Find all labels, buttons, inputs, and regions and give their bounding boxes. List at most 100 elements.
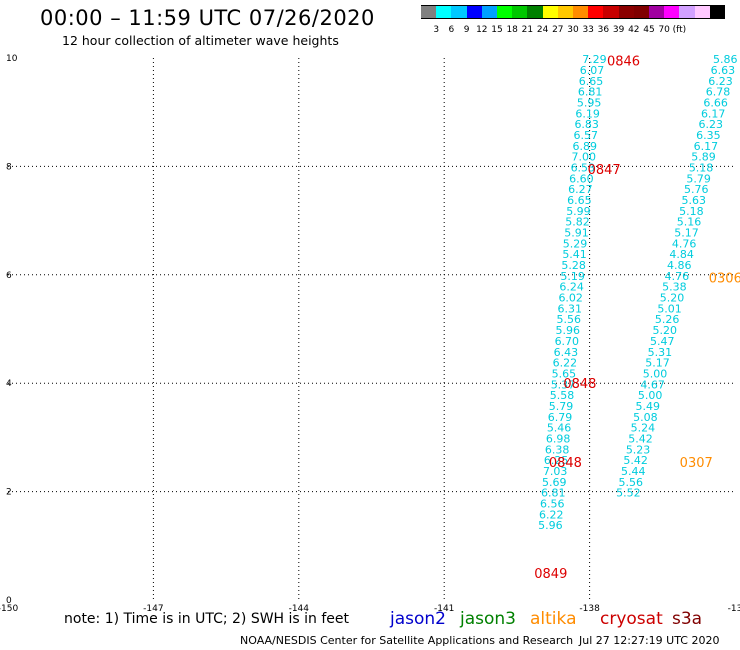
color-scale-label: 42 — [628, 25, 640, 35]
wave-height-value: 6.70 — [555, 335, 580, 348]
y-tick-label: 2 — [6, 488, 12, 498]
wave-height-value: 4.76 — [665, 270, 690, 283]
y-tick-label: 4 — [6, 379, 12, 389]
wave-height-value: 5.00 — [643, 367, 668, 380]
wave-height-value: 6.81 — [578, 86, 603, 99]
color-swatch — [603, 5, 619, 19]
color-scale-label: 39 — [612, 25, 625, 35]
color-swatch — [451, 5, 467, 19]
color-scale-label: 33 — [582, 25, 594, 35]
footer-note: note: 1) Time is in UTC; 2) SWH is in fe… — [64, 611, 350, 627]
wave-height-value: 5.42 — [623, 454, 648, 467]
chart-title: 00:00 – 11:59 UTC 07/26/2020 — [40, 6, 375, 30]
wave-height-value: 5.79 — [686, 172, 711, 185]
wave-height-value: 5.23 — [626, 443, 651, 456]
x-tick-label: -150 — [0, 604, 18, 614]
x-tick-label: -144 — [289, 604, 310, 614]
color-scale-label: 15 — [491, 25, 503, 35]
wave-height-value: 6.56 — [540, 498, 565, 511]
wave-height-value: 5.17 — [645, 357, 670, 370]
wave-height-value: 5.47 — [650, 335, 675, 348]
wave-height-value: 5.42 — [628, 432, 653, 445]
wave-height-value: 5.08 — [633, 411, 658, 424]
credit-text: NOAA/NESDIS Center for Satellite Applica… — [240, 634, 574, 647]
satellite-label-jason2: jason2 — [390, 609, 446, 629]
wave-height-value: 6.35 — [696, 129, 721, 142]
wave-height-value: 6.23 — [699, 118, 724, 131]
wave-height-value: 5.29 — [563, 237, 588, 250]
wave-height-value: 5.44 — [621, 465, 646, 478]
wave-height-value: 5.69 — [542, 476, 567, 489]
wave-height-value: 5.24 — [631, 422, 656, 435]
chart-subtitle: 12 hour collection of altimeter wave hei… — [62, 33, 339, 48]
x-tick-label: -147 — [143, 604, 163, 614]
wave-height-value: 5.20 — [652, 324, 677, 337]
color-swatch — [421, 5, 437, 19]
color-swatch — [588, 5, 604, 19]
wave-height-value: 5.00 — [638, 389, 663, 402]
color-swatch — [679, 5, 695, 19]
wave-height-value: 6.57 — [573, 129, 598, 142]
wave-height-value: 5.56 — [557, 313, 582, 326]
pass-time-label: 0849 — [534, 567, 567, 582]
wave-height-value: 6.65 — [567, 194, 592, 207]
color-swatch — [527, 5, 543, 19]
wave-height-value: 5.63 — [682, 194, 707, 207]
wave-height-value: 6.24 — [559, 281, 584, 294]
wave-height-value: 6.81 — [541, 487, 566, 500]
y-tick-label: 6 — [6, 271, 12, 281]
color-swatch — [618, 5, 634, 19]
color-scale-label: 9 — [463, 25, 470, 35]
wave-height-value: 5.99 — [566, 205, 591, 218]
wave-height-value: 6.19 — [575, 107, 600, 120]
wave-height-value: 5.65 — [552, 367, 577, 380]
pass-time-label: 0307 — [680, 456, 713, 471]
wave-height-value: 6.25 — [544, 454, 569, 467]
wave-height-value: 6.79 — [548, 411, 573, 424]
color-swatch — [557, 5, 573, 19]
wave-height-value: 6.22 — [539, 508, 564, 521]
wave-height-value: 5.91 — [564, 227, 589, 240]
wave-height-value: 5.38 — [662, 281, 687, 294]
pass-time-label: 0848 — [563, 377, 596, 392]
color-swatch — [664, 5, 680, 19]
wave-height-value: 6.38 — [545, 443, 570, 456]
wave-height-value: 6.07 — [580, 64, 605, 77]
wave-height-value: 6.66 — [703, 96, 728, 109]
color-swatch — [497, 5, 513, 19]
satellite-label-altika: altika — [530, 609, 577, 629]
wave-height-value: 6.17 — [701, 107, 726, 120]
wave-height-value: 5.95 — [577, 96, 602, 109]
y-tick-label: 8 — [6, 162, 12, 172]
pass-time-label: 0848 — [549, 456, 582, 471]
wave-height-value: 7.29 — [582, 53, 607, 66]
wave-height-value: 5.96 — [556, 324, 581, 337]
wave-height-value: 6.78 — [706, 86, 731, 99]
color-swatch — [512, 5, 528, 19]
color-scale-label: 6 — [448, 25, 455, 35]
wave-height-value: 6.53 — [571, 161, 596, 174]
wave-height-value: 5.86 — [713, 53, 738, 66]
wave-height-value: 5.18 — [689, 161, 714, 174]
wave-height-value: 6.60 — [569, 172, 594, 185]
wave-height-value: 5.96 — [538, 519, 563, 532]
wave-height-value: 4.84 — [669, 248, 694, 261]
wave-height-value: 6.83 — [574, 118, 599, 131]
pass-time-label: 0306 — [709, 272, 740, 287]
x-tick-label: -13 — [728, 604, 740, 614]
wave-height-value: 5.37 — [551, 378, 576, 391]
wave-height-value: 5.17 — [674, 227, 699, 240]
color-scale-label: 21 — [521, 25, 534, 35]
wave-height-value: 5.49 — [636, 400, 661, 413]
wave-height-value: 6.65 — [579, 75, 604, 88]
color-swatch — [633, 5, 649, 19]
color-scale-label: 12 — [476, 25, 488, 35]
wave-height-value: 4.76 — [672, 237, 697, 250]
wave-height-value: 5.56 — [619, 476, 644, 489]
wave-height-value: 6.27 — [568, 183, 593, 196]
color-scale-label: 3 — [433, 25, 440, 35]
satellite-label-s3a: s3a — [672, 609, 703, 629]
satellite-label-cryosat: cryosat — [600, 609, 663, 629]
